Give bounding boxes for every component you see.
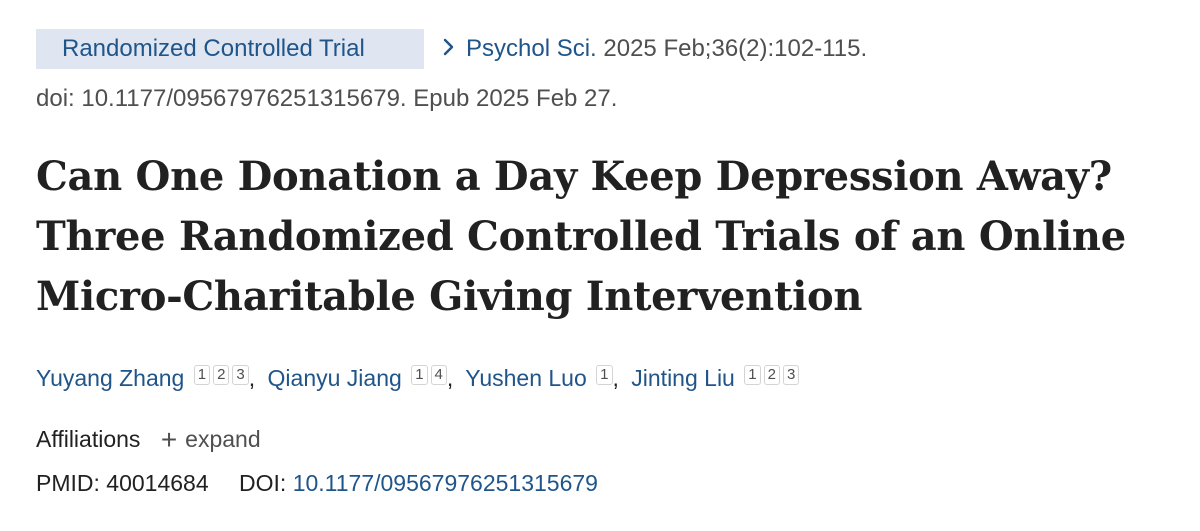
author-link[interactable]: Yushen Luo <box>465 365 587 391</box>
author-separator: , <box>612 365 619 391</box>
citation-line: Psychol Sci. 2025 Feb;36(2):102-115. <box>442 29 867 69</box>
plus-icon: + <box>160 424 178 455</box>
expand-affiliations-button[interactable]: + expand <box>161 424 261 455</box>
author-separator: , <box>446 365 454 391</box>
publication-type-badge[interactable]: Randomized Controlled Trial <box>36 29 424 69</box>
author-separator: , <box>248 365 256 391</box>
citation-details: 2025 Feb;36(2):102-115. <box>603 35 868 62</box>
affiliations-label: Affiliations <box>36 426 141 452</box>
author-link[interactable]: Qianyu Jiang <box>267 365 402 391</box>
journal-link[interactable]: Psychol Sci. <box>466 35 597 62</box>
expand-label: expand <box>185 426 261 452</box>
doi-label: DOI: <box>239 470 287 496</box>
pmid-value: 40014684 <box>106 470 209 496</box>
affiliation-ref[interactable]: 1 <box>744 365 761 385</box>
affiliation-ref[interactable]: 1 <box>596 365 613 385</box>
article-title: Can One Donation a Day Keep Depression A… <box>36 153 1126 320</box>
affiliation-ref[interactable]: 3 <box>782 365 800 385</box>
affiliation-ref[interactable]: 3 <box>232 365 249 385</box>
affiliations-row: Affiliations + expand <box>36 422 261 457</box>
author-link[interactable]: Yuyang Zhang <box>36 365 185 391</box>
identifiers-row: PMID: 40014684 DOI: 10.1177/095679762513… <box>36 466 598 500</box>
author-link[interactable]: Jinting Liu <box>631 365 735 391</box>
affiliation-ref[interactable]: 1 <box>193 365 211 385</box>
pmid-label: PMID: <box>36 470 100 496</box>
chevron-right-icon[interactable] <box>442 29 456 69</box>
affiliation-ref[interactable]: 2 <box>763 365 780 385</box>
doi-epub-line: doi: 10.1177/09567976251315679. Epub 202… <box>36 85 618 112</box>
affiliation-ref[interactable]: 4 <box>430 365 447 385</box>
affiliation-ref[interactable]: 1 <box>411 365 428 385</box>
affiliation-ref[interactable]: 2 <box>213 365 230 385</box>
doi-link[interactable]: 10.1177/09567976251315679 <box>292 470 598 496</box>
